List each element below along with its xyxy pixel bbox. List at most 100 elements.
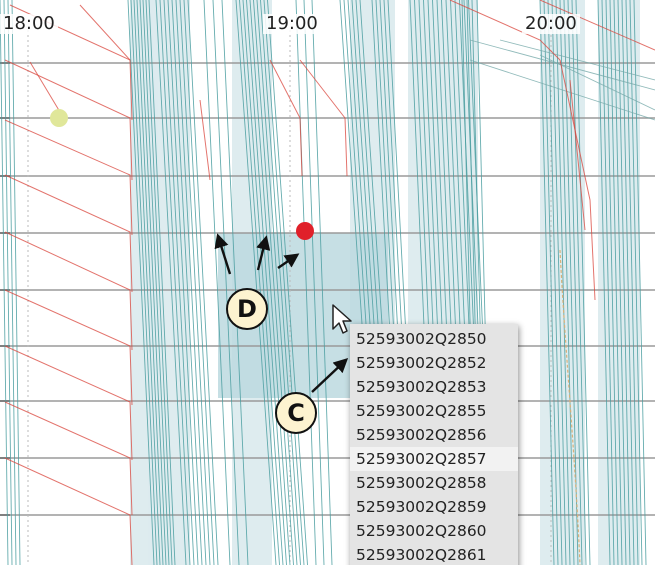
trip-line-highlighted [29, 61, 61, 113]
trip-line [11, 0, 21, 565]
trip-line [597, 0, 611, 565]
route-band [598, 0, 640, 565]
trip-line [203, 0, 231, 565]
tooltip-item[interactable]: 52593002Q2852 [356, 354, 487, 372]
trip-line [148, 0, 176, 565]
trip-line [469, 59, 655, 121]
trip-line-highlighted [4, 457, 133, 565]
trip-line [303, 0, 325, 565]
annotation-arrow [311, 358, 349, 393]
trip-line [543, 0, 559, 565]
trip-line [246, 0, 287, 565]
trip-line [242, 0, 284, 565]
trip-line [469, 39, 655, 91]
trip-line [239, 0, 280, 565]
trip-line [159, 0, 191, 565]
trip-line [633, 0, 647, 565]
trip-line [267, 0, 308, 565]
trip-line [260, 0, 301, 565]
tooltip-item[interactable]: 52593002Q2850 [356, 330, 487, 348]
trip-line [167, 0, 199, 565]
tooltip-item[interactable]: 52593002Q2856 [356, 426, 487, 444]
trip-line [187, 0, 219, 565]
tooltip-item[interactable]: 52593002Q2853 [356, 378, 487, 396]
trip-line [183, 0, 215, 565]
tooltip-item[interactable]: 52593002Q2857 [350, 447, 518, 471]
trip-line [539, 54, 655, 111]
mouse-pointer-icon [332, 304, 352, 334]
trip-line [547, 0, 563, 565]
trip-line [136, 0, 164, 565]
trip-line-highlighted [4, 289, 133, 406]
trip-line [555, 0, 571, 565]
trip-line [559, 0, 575, 565]
trip-line [609, 0, 623, 565]
annotation-arrow [214, 233, 232, 275]
station-rows [0, 30, 655, 565]
trip-line [625, 0, 639, 565]
trip-line [249, 0, 291, 565]
trip-line-highlighted [559, 249, 581, 565]
trip-line [179, 0, 211, 565]
trip-line-highlighted [569, 79, 586, 231]
trip-line-highlighted [559, 59, 596, 301]
trip-line [171, 0, 203, 565]
time-label-19: 19:00 [263, 14, 321, 34]
trip-line-highlighted [199, 99, 211, 181]
route-band [130, 0, 190, 565]
yellow-event-marker [50, 109, 68, 127]
trip-line [235, 0, 277, 565]
trip-id-tooltip: 52593002Q2850 52593002Q2852 52593002Q285… [350, 324, 518, 565]
trip-line-highlighted [4, 231, 133, 351]
trip-line [311, 0, 333, 565]
tooltip-item[interactable]: 52593002Q2860 [356, 522, 487, 540]
trip-line [295, 0, 317, 565]
tooltip-item[interactable]: 52593002Q2861 [356, 546, 487, 564]
trip-line [145, 0, 173, 565]
trip-line-highlighted [4, 401, 133, 516]
callout-d: D [226, 288, 268, 330]
trip-line [3, 0, 13, 565]
trip-line-highlighted [539, 0, 655, 51]
trip-line [571, 0, 587, 565]
trip-line-highlighted [449, 0, 561, 61]
trip-line [567, 0, 583, 565]
trip-line [605, 0, 619, 565]
trip-line [127, 0, 155, 565]
trip-line [575, 0, 591, 565]
annotation-arrows [214, 233, 349, 393]
annotation-arrow [277, 253, 300, 269]
trip-line [551, 0, 567, 565]
trip-line [7, 0, 17, 565]
trip-line [155, 0, 187, 565]
trip-line [142, 0, 170, 565]
trip-line-highlighted [4, 345, 133, 461]
trip-line [621, 0, 635, 565]
red-event-marker [296, 222, 314, 240]
trip-line [133, 0, 161, 565]
trip-line [499, 39, 655, 81]
trip-line [175, 0, 207, 565]
trip-line [263, 0, 305, 565]
trip-line-highlighted [269, 59, 303, 177]
event-markers [50, 109, 314, 240]
trip-line-highlighted [4, 59, 133, 181]
tooltip-item[interactable]: 52593002Q2858 [356, 474, 487, 492]
tooltip-item[interactable]: 52593002Q2855 [356, 402, 487, 420]
tooltip-item[interactable]: 52593002Q2859 [356, 498, 487, 516]
trip-line [253, 0, 294, 565]
trip-line [0, 0, 9, 565]
trip-line [130, 0, 158, 565]
trip-line [163, 0, 195, 565]
highlighted-trip-lines [4, 0, 655, 565]
trip-line [613, 0, 627, 565]
trip-line [256, 0, 298, 565]
trip-line [221, 0, 249, 565]
trip-line [539, 0, 555, 565]
trip-line [629, 0, 643, 565]
time-label-20: 20:00 [522, 14, 580, 34]
trip-line [617, 0, 631, 565]
trip-line-highlighted [4, 119, 133, 236]
